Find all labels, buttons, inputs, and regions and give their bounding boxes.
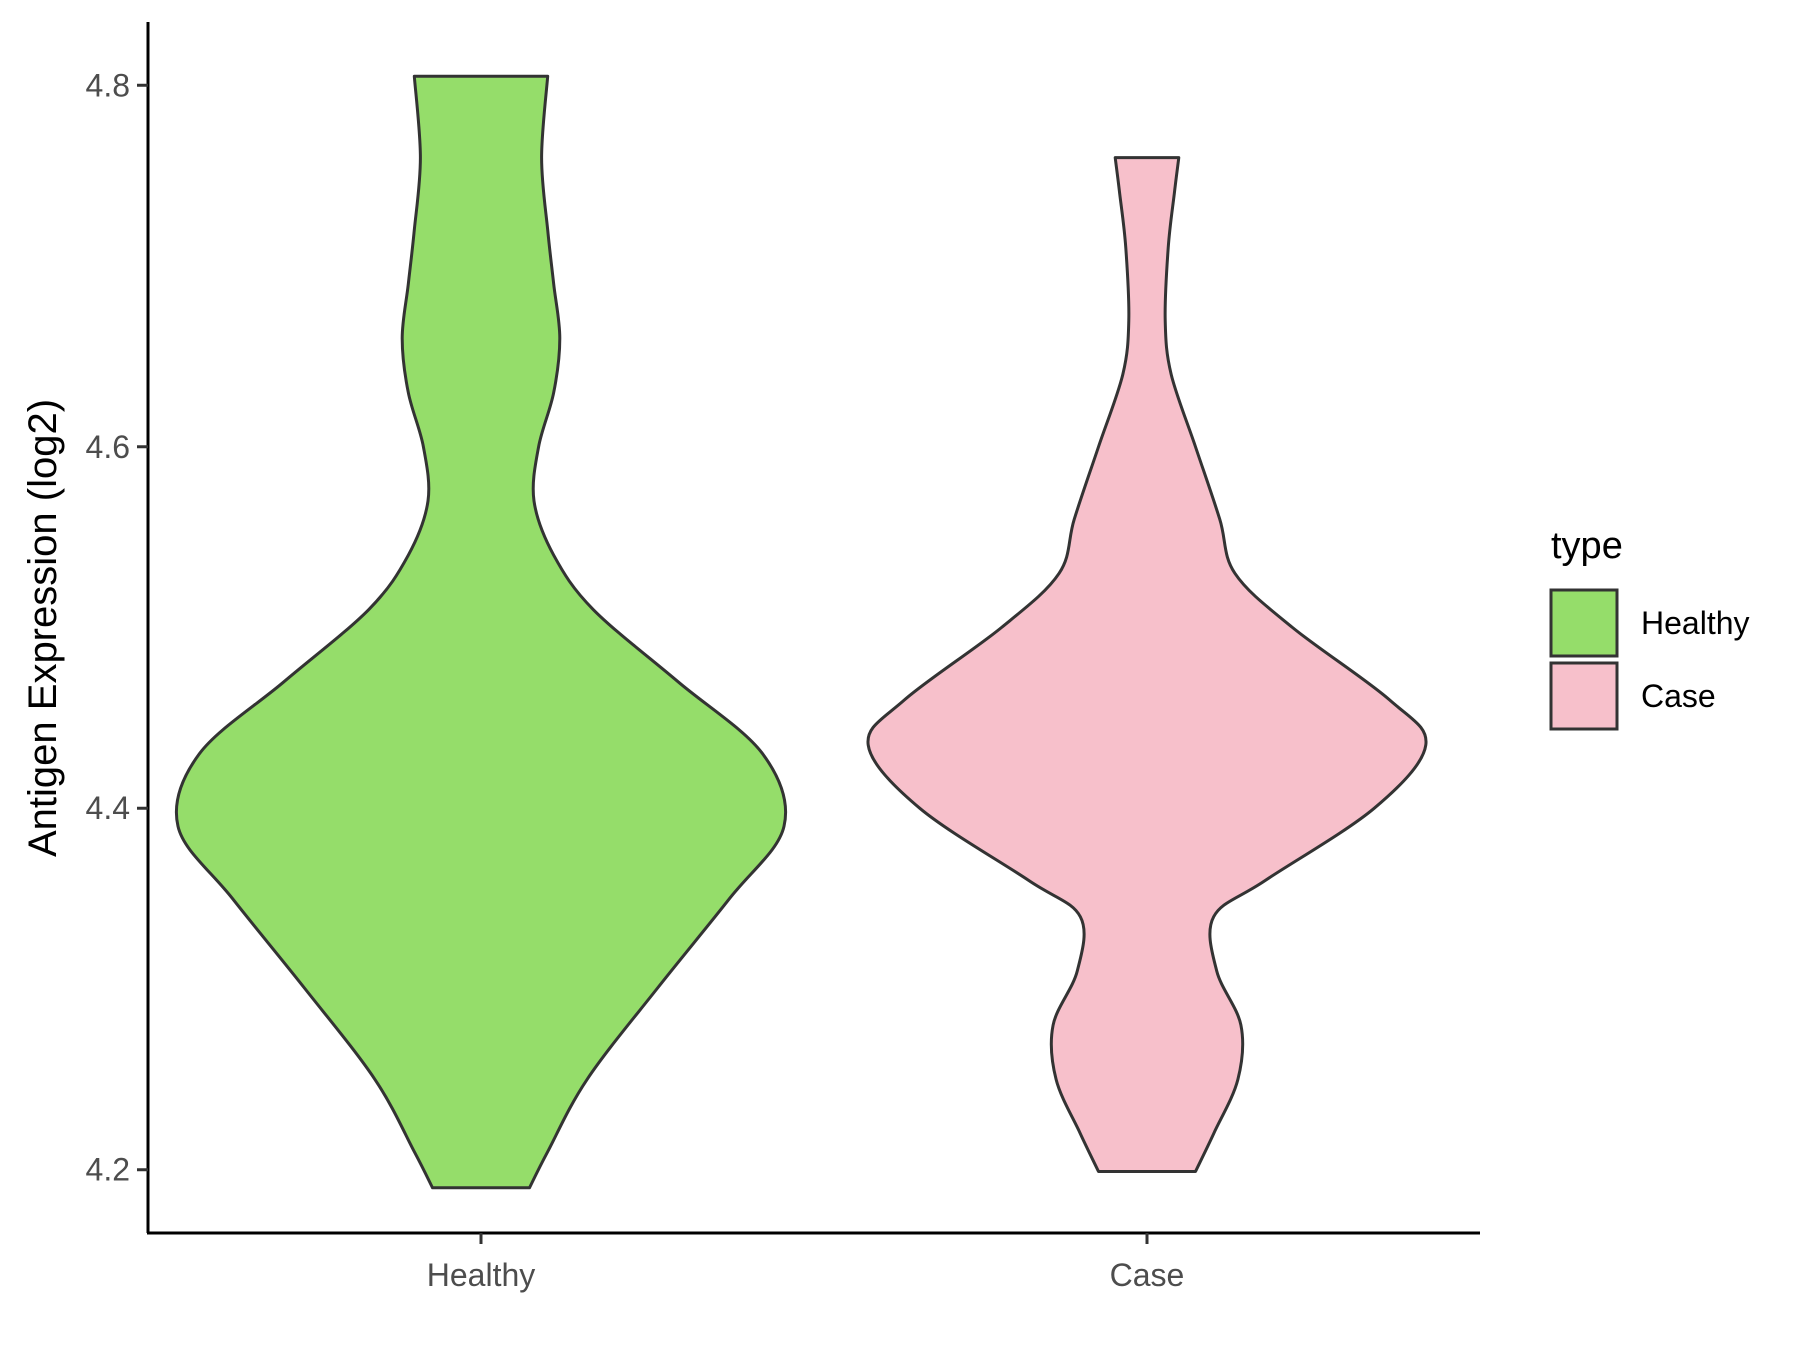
axes (146, 22, 1480, 1235)
x-tick-label: Healthy (427, 1257, 536, 1293)
legend: type Healthy Case (1549, 525, 1750, 731)
legend-label: Case (1641, 678, 1716, 714)
violin-case (866, 156, 1428, 1173)
legend-label: Healthy (1641, 605, 1750, 641)
y-tick-label: 4.8 (86, 67, 130, 103)
y-tick-label: 4.2 (86, 1152, 130, 1188)
violin-layer (174, 74, 1428, 1190)
x-tick-label: Case (1110, 1257, 1185, 1293)
y-tick-label: 4.4 (86, 790, 130, 826)
legend-items: Healthy Case (1549, 588, 1750, 731)
legend-title: type (1551, 525, 1623, 567)
legend-key-healthy (1549, 588, 1619, 658)
y-tick-label: 4.6 (86, 429, 130, 465)
y-axis-title: Antigen Expression (log2) (21, 399, 65, 857)
legend-key-case (1549, 661, 1619, 731)
y-ticks: 4.2 4.4 4.6 4.8 (86, 67, 148, 1188)
x-ticks: Healthy Case (427, 1233, 1185, 1293)
violin-healthy (174, 74, 788, 1190)
